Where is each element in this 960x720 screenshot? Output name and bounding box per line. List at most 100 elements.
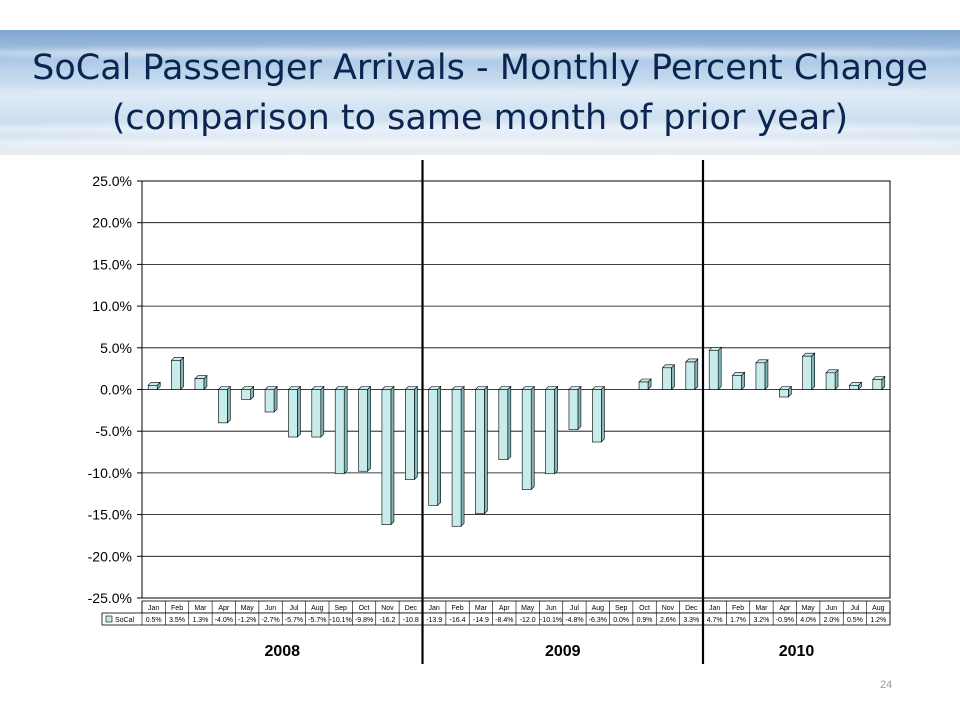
- bar-8: [334, 385, 348, 475]
- bar-front: [662, 367, 672, 390]
- bar-side: [507, 385, 512, 461]
- bar-side: [437, 385, 441, 507]
- bar-front: [825, 372, 836, 390]
- bar-side: [717, 346, 722, 391]
- data-table-value: 1.7%: [730, 617, 746, 624]
- bar-side: [764, 359, 769, 391]
- bar-front: [545, 389, 555, 475]
- data-table-value: -1.2%: [238, 617, 256, 624]
- bar-side: [601, 385, 605, 443]
- data-table-value: -4.0%: [215, 617, 233, 624]
- bar-front: [264, 389, 275, 413]
- data-table-value: -9.8%: [355, 617, 373, 624]
- y-tick-label: 0.0%: [100, 382, 132, 398]
- bar-15: [498, 385, 512, 461]
- bar-0: [147, 381, 161, 391]
- x-tick-label: May: [802, 605, 816, 612]
- x-tick-label: Jul: [289, 605, 298, 612]
- bar-side: [367, 385, 371, 472]
- bar-3: [217, 385, 232, 424]
- bar-side: [390, 385, 395, 526]
- x-tick-label: Jun: [826, 605, 837, 612]
- x-tick-label: May: [241, 605, 255, 612]
- bar-18: [568, 385, 582, 431]
- x-tick-label: Aug: [872, 605, 885, 612]
- bar-front: [708, 350, 719, 390]
- x-tick-label: Nov: [381, 605, 394, 612]
- data-table-value: -5.7%: [285, 617, 303, 624]
- bar-5: [264, 385, 278, 413]
- slide-subtitle: (comparison to same month of prior year): [111, 98, 849, 138]
- x-tick-label: Feb: [171, 605, 183, 612]
- bar-30: [848, 381, 863, 391]
- data-table-value: -2.7%: [261, 617, 279, 624]
- data-table-value: 0.9%: [637, 617, 653, 624]
- y-tick-label: -20.0%: [88, 548, 132, 564]
- bar-side: [530, 385, 535, 491]
- slide-title: SoCal Passenger Arrivals - Monthly Perce…: [32, 48, 928, 88]
- data-table-value: 4.7%: [707, 617, 723, 624]
- bar-front: [171, 360, 181, 390]
- data-table-value: -12.0: [520, 617, 536, 624]
- page-number: 24: [880, 679, 893, 691]
- x-tick-label: Jan: [429, 605, 440, 612]
- data-table-value: -14.9: [473, 617, 489, 624]
- x-tick-label: Jun: [265, 605, 276, 612]
- bar-front: [147, 385, 158, 390]
- bar-front: [218, 389, 228, 424]
- bar-front: [638, 381, 649, 390]
- x-tick-label: Aug: [592, 605, 605, 612]
- bar-2: [194, 374, 208, 391]
- bar-1: [170, 356, 185, 391]
- bar-front: [755, 362, 766, 390]
- year-label: 2008: [264, 643, 300, 660]
- bar-31: [872, 375, 886, 391]
- bar-front: [241, 389, 251, 400]
- bar-21: [638, 378, 652, 391]
- bar-front: [872, 379, 883, 390]
- bar-side: [414, 385, 418, 481]
- bar-front: [849, 385, 859, 390]
- year-label: 2010: [779, 643, 815, 660]
- y-tick-label: 5.0%: [100, 340, 132, 356]
- legend-swatch: [105, 615, 113, 623]
- bar-front: [521, 389, 532, 490]
- bar-front: [334, 389, 345, 475]
- data-table-value: 3.5%: [169, 617, 185, 624]
- bar-22: [661, 364, 676, 391]
- bar-14: [474, 385, 489, 515]
- x-tick-label: Mar: [755, 605, 768, 612]
- bar-side: [297, 385, 301, 438]
- bar-16: [521, 385, 535, 491]
- bar-9: [357, 385, 372, 472]
- legend-label: SoCal: [115, 617, 135, 624]
- x-tick-label: Jul: [570, 605, 579, 612]
- bar-28: [801, 352, 816, 391]
- x-tick-label: Apr: [218, 605, 230, 612]
- x-tick-label: May: [521, 605, 535, 612]
- x-tick-label: Nov: [662, 605, 675, 612]
- bar-10: [381, 385, 395, 526]
- y-tick-label: -5.0%: [95, 423, 132, 439]
- x-tick-label: Sep: [334, 605, 347, 612]
- bar-6: [287, 385, 302, 438]
- bar-front: [592, 389, 602, 443]
- y-tick-label: 25.0%: [92, 173, 132, 189]
- bar-side: [227, 385, 231, 424]
- bar-side: [343, 385, 348, 475]
- bar-27: [778, 385, 793, 398]
- bar-front: [475, 389, 485, 515]
- x-tick-label: Jun: [545, 605, 556, 612]
- bar-front: [498, 389, 509, 460]
- bar-side: [577, 385, 582, 431]
- x-tick-label: Mar: [475, 605, 488, 612]
- bar-7: [311, 385, 325, 438]
- data-table-value: 1.2%: [870, 617, 886, 624]
- data-table-value: -6.3%: [589, 617, 607, 624]
- data-table-value: 3.2%: [753, 617, 769, 624]
- bar-front: [358, 389, 368, 472]
- data-table-value: 3.3%: [683, 617, 699, 624]
- data-table-value: 0.5%: [847, 617, 863, 624]
- data-table-value: -4.8%: [565, 617, 583, 624]
- data-table-value: -10.1%: [540, 617, 562, 624]
